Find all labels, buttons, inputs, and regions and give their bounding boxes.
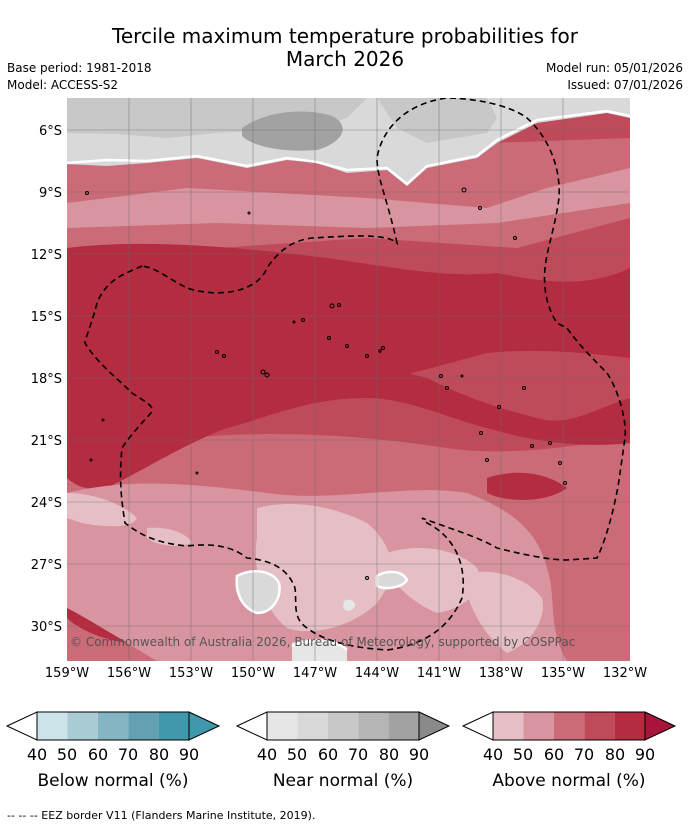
below-normal-cb-40-50 (37, 712, 68, 740)
eez-footnote: -- -- -- EEZ border V11 (Flanders Marine… (7, 809, 316, 822)
above-normal-40-50-patch (147, 527, 192, 546)
below-normal-cb-frame (36, 711, 190, 741)
lon-tick-label: 147°W (292, 666, 338, 681)
above-normal-title: Above normal (%) (492, 771, 646, 791)
above-cb-label: 40 (482, 745, 504, 764)
lat-tick-label: 12°S (30, 248, 62, 263)
copyright-text: © Commonwealth of Australia 2026, Bureau… (70, 635, 575, 649)
above-normal-cb-lower-arrow (461, 711, 494, 741)
eez-border (84, 98, 627, 651)
near-normal-60-70-patch (377, 98, 497, 143)
above-cb-label: 60 (543, 745, 565, 764)
lon-tick-label: 132°W (602, 666, 648, 681)
near-normal-cb-70-80 (358, 712, 389, 740)
lon-tick-label: 150°W (230, 666, 276, 681)
lon-tick-label: 141°W (416, 666, 462, 681)
above-normal-80-90-patch (487, 472, 567, 500)
below-normal-cb-60-70 (97, 712, 129, 740)
lat-tick-label: 24°S (30, 496, 62, 511)
near-normal-cb-frame (266, 711, 420, 741)
near-normal-cb-50-60 (297, 712, 328, 740)
near-normal-40-50-patch (343, 599, 355, 611)
below-cb-label: 70 (117, 745, 139, 764)
near-above-boundary-patch (235, 570, 281, 615)
near-normal-40-50-patch (292, 638, 347, 661)
above-cb-label: 50 (512, 745, 534, 764)
above-normal-40-50-patch (255, 503, 391, 632)
near-normal-cb-40-50 (267, 712, 298, 740)
lon-tick-label: 159°W (44, 666, 90, 681)
lon-tick-label: 135°W (540, 666, 586, 681)
near-normal-cb-80-90 (388, 712, 419, 740)
above-normal-colorbar (461, 711, 677, 741)
below-normal-title: Below normal (%) (37, 771, 189, 791)
near-cb-label: 50 (286, 745, 308, 764)
above-normal-40-50-patch (467, 571, 543, 653)
above-normal-cb-60-70 (553, 712, 585, 740)
lon-tick-label: 156°W (106, 666, 152, 681)
above-normal-cb-40-50 (493, 712, 524, 740)
lon-tick-label: 138°W (478, 666, 524, 681)
above-cb-label: 70 (573, 745, 595, 764)
near-normal-cb-lower-arrow (235, 711, 268, 741)
above-normal-cb-80-90 (614, 712, 645, 740)
model-run-label: Model run: 05/01/2026 (545, 61, 683, 75)
above-normal-60-70-north (67, 138, 630, 253)
model-label: Model: ACCESS-S2 (7, 78, 119, 92)
islands (85, 187, 567, 580)
below-normal-cb-50-60 (67, 712, 98, 740)
near-cb-label: 70 (347, 745, 369, 764)
above-normal-cb-upper-arrow (644, 711, 677, 741)
issued-label: Issued: 07/01/2026 (567, 78, 683, 92)
lat-tick-label: 6°S (38, 124, 62, 139)
near-cb-label: 80 (378, 745, 400, 764)
below-cb-label: 60 (87, 745, 109, 764)
near-cb-label: 60 (317, 745, 339, 764)
above-cb-label: 90 (634, 745, 656, 764)
above-normal-cb-50-60 (523, 712, 554, 740)
below-cb-label: 50 (56, 745, 78, 764)
lat-tick-label: 9°S (38, 186, 62, 201)
lat-tick-label: 27°S (30, 558, 62, 573)
lat-tick-label: 18°S (30, 372, 62, 387)
near-above-boundary-patch (291, 639, 348, 651)
near-normal-colorbar (235, 711, 451, 741)
below-normal-cb-70-80 (128, 712, 159, 740)
colorbars (5, 711, 677, 741)
lon-tick-label: 144°W (354, 666, 400, 681)
near-normal-title: Near normal (%) (272, 771, 414, 791)
near-normal-50-60-patch (236, 571, 280, 613)
lon-tick-label: 153°W (168, 666, 214, 681)
below-normal-cb-upper-arrow (188, 711, 221, 741)
below-normal-colorbar (5, 711, 221, 741)
lat-tick-label: 30°S (30, 620, 62, 635)
lat-tick-label: 21°S (30, 434, 62, 449)
near-normal-50-60-patch (377, 571, 407, 588)
gridlines (67, 98, 630, 661)
near-above-boundary-patch (375, 570, 409, 590)
above-normal-50-60-north (67, 168, 630, 228)
near-cb-label: 40 (256, 745, 278, 764)
above-normal-80-90-band (67, 350, 630, 490)
near-normal-80-90-patch (242, 111, 343, 151)
below-cb-label: 80 (148, 745, 170, 764)
above-cb-label: 80 (604, 745, 626, 764)
base-period-label: Base period: 1981-2018 (7, 61, 152, 75)
lat-tick-label: 15°S (30, 310, 62, 325)
map-title-line1: Tercile maximum temperature probabilitie… (112, 24, 578, 48)
above-normal-cb-frame (492, 711, 646, 741)
above-normal-cb-70-80 (584, 712, 615, 740)
below-normal-cb-80-90 (158, 712, 189, 740)
below-cb-label: 40 (26, 745, 48, 764)
near-normal-cb-60-70 (327, 712, 359, 740)
below-normal-cb-lower-arrow (5, 711, 38, 741)
map-title-line2: March 2026 (285, 47, 405, 71)
near-normal-cb-upper-arrow (418, 711, 451, 741)
above-normal-40-50-patch (67, 493, 137, 527)
below-cb-label: 90 (178, 745, 200, 764)
near-cb-label: 90 (408, 745, 430, 764)
probability-map: © Commonwealth of Australia 2026, Bureau… (67, 98, 630, 661)
